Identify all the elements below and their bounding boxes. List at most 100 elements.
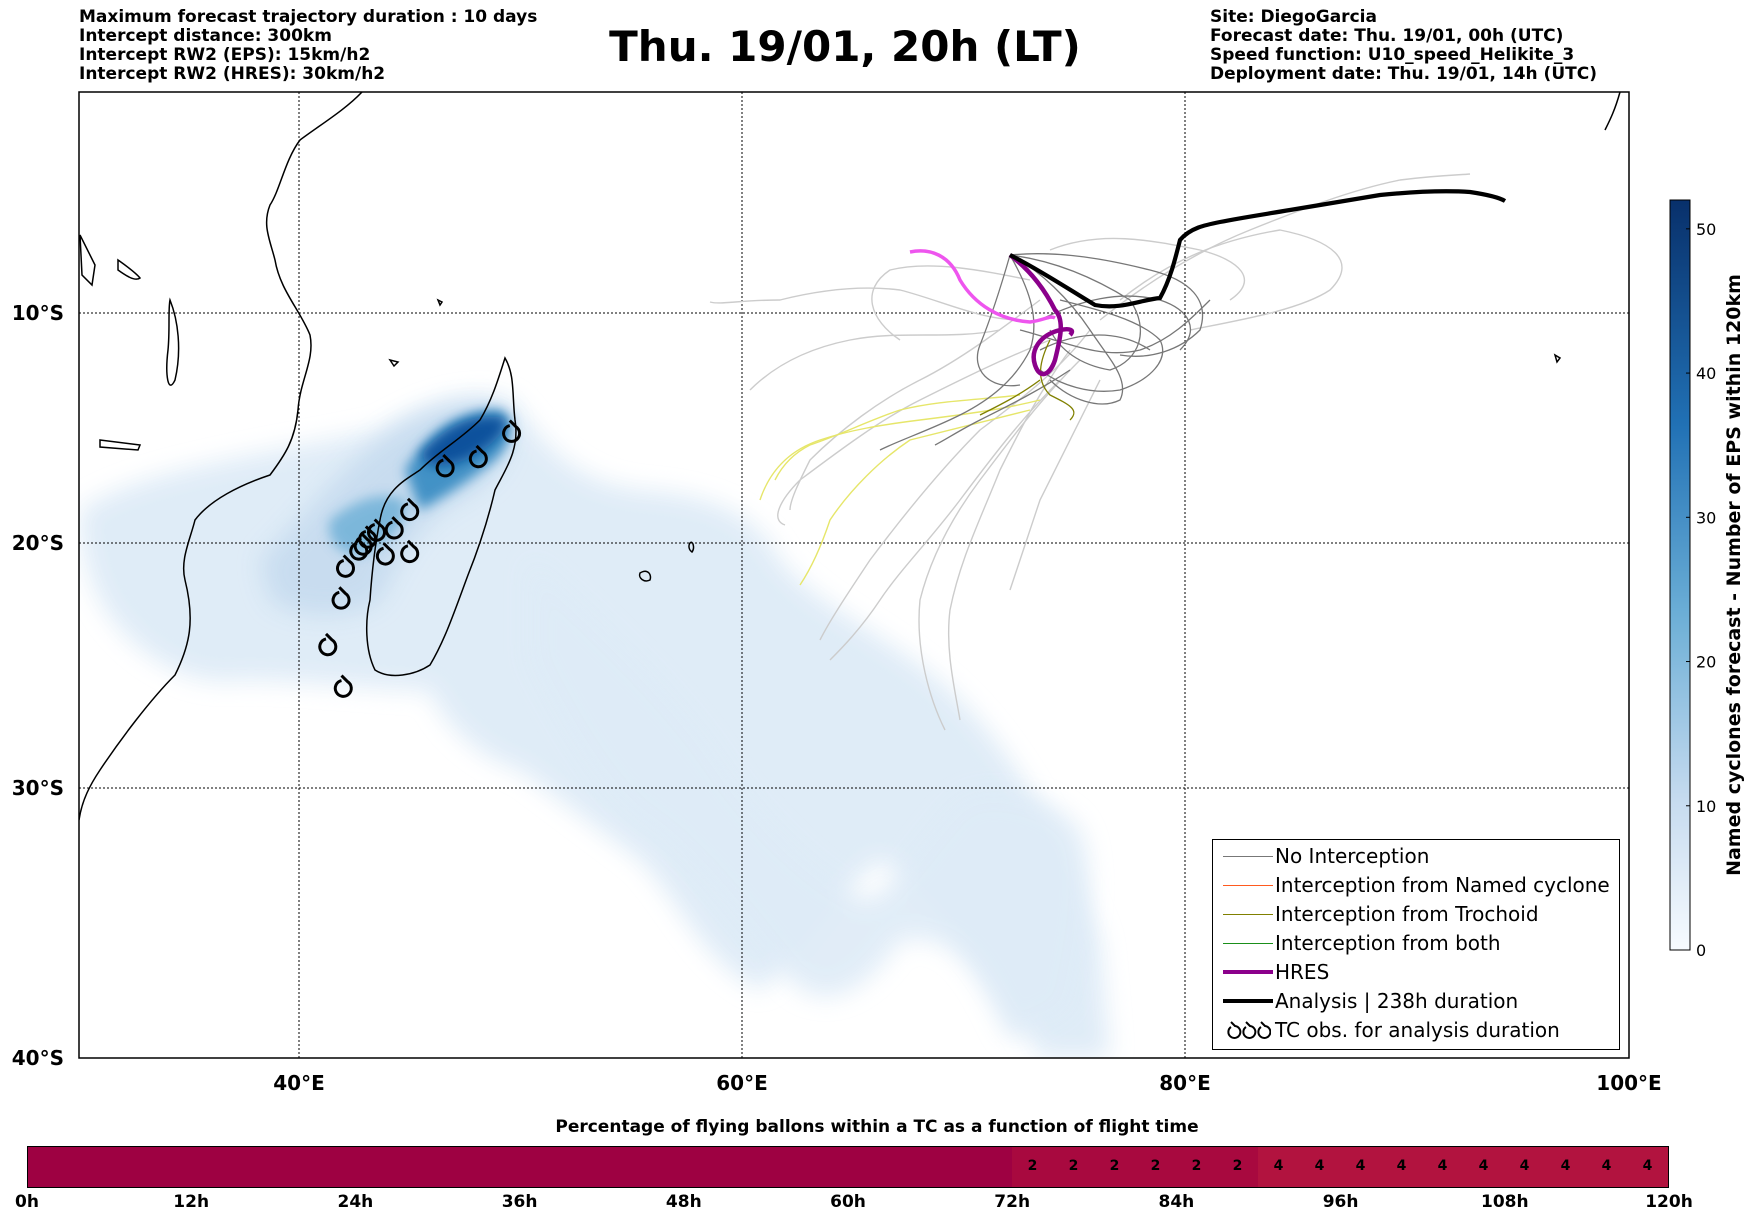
- tc-observation-symbol: [336, 554, 355, 578]
- africa-coast: [79, 92, 363, 821]
- flight-bar-percentage: 4: [1560, 1158, 1571, 1174]
- flight-bar-percentage: 2: [1232, 1158, 1243, 1174]
- flight-bar-percentage: 2: [1109, 1158, 1120, 1174]
- flight-hour-label: 36h: [501, 1192, 538, 1212]
- lon-labels: 40°E 60°E 80°E 100°E: [273, 1071, 1661, 1095]
- lat-label: 40°S: [12, 1046, 64, 1070]
- header-right-line: Deployment date: Thu. 19/01, 14h (UTC): [1210, 64, 1597, 84]
- trajectory: [1039, 299, 1164, 392]
- no-interception-trajectories: [879, 253, 1211, 451]
- lat-labels: 10°S 20°S 30°S 40°S: [12, 301, 64, 1070]
- legend-item-tc-obs: TC obs. for analysis duration: [1213, 1018, 1619, 1044]
- tc-observation-symbol: [384, 516, 404, 540]
- flight-bar-percentage: 4: [1642, 1158, 1653, 1174]
- flight-bar-percentage: 2: [1027, 1158, 1038, 1174]
- tc-observation-symbol: [502, 419, 521, 443]
- flight-bar-title: Percentage of flying ballons within a TC…: [555, 1117, 1199, 1137]
- trajectory: [1009, 253, 1204, 357]
- flight-hour-label: 48h: [665, 1192, 702, 1212]
- tc-observation-symbol: [400, 539, 420, 564]
- legend-swatch: [1223, 856, 1273, 857]
- flight-bar-percentage: 2: [1191, 1158, 1202, 1174]
- trajectory: [1009, 379, 1101, 591]
- trajectory: [1019, 299, 1211, 354]
- trajectory: [918, 359, 1081, 731]
- trajectory: [789, 299, 1041, 511]
- legend-item-trochoid: Interception from Trochoid: [1213, 902, 1619, 928]
- colorbar: 0 10 20 30 40 50 Named cyclones forecast - Nu…: [1669, 199, 1745, 960]
- colorbar-tick-label: 40: [1696, 364, 1716, 383]
- legend-swatch: [1223, 943, 1273, 944]
- trajectory: [777, 339, 1051, 526]
- trajectory: [829, 379, 1061, 661]
- flight-bar-segment: [1012, 1147, 1258, 1187]
- header-left: Maximum forecast trajectory duration : 1…: [79, 8, 537, 84]
- flight-bar-percentage: 4: [1273, 1158, 1284, 1174]
- header-left-line: Intercept RW2 (HRES): 30km/h2: [79, 64, 386, 84]
- analysis-trajectory: [1009, 189, 1507, 309]
- lon-label: 80°E: [1159, 1071, 1211, 1095]
- flight-hour-label: 84h: [1158, 1192, 1195, 1212]
- density-darkest: [420, 416, 506, 467]
- legend-label: Interception from Trochoid: [1275, 902, 1539, 926]
- coastlines: [79, 92, 1621, 821]
- legend-label: Interception from Named cyclone: [1275, 873, 1610, 897]
- colorbar-gradient: [1669, 199, 1691, 951]
- tc-observation-symbol: [435, 454, 455, 478]
- page-title: Thu. 19/01, 20h (LT): [609, 22, 1081, 71]
- legend-label: Analysis | 238h duration: [1275, 989, 1519, 1013]
- trajectory: [759, 399, 1041, 501]
- trajectory: [976, 254, 1021, 387]
- trajectory: [934, 369, 1071, 446]
- lon-label: 100°E: [1596, 1071, 1661, 1095]
- legend-label: TC obs. for analysis duration: [1275, 1018, 1560, 1042]
- coast-islet: [638, 570, 652, 582]
- density-mid-2: [329, 496, 406, 555]
- legend-label: No Interception: [1275, 844, 1430, 868]
- lon-label: 60°E: [716, 1071, 768, 1095]
- legend-label: Interception from both: [1275, 931, 1501, 955]
- flight-bar-segment: [1258, 1147, 1668, 1187]
- coast-islet: [79, 234, 96, 287]
- colorbar-tick-label: 0: [1696, 941, 1706, 960]
- flight-hour-label: 120h: [1645, 1192, 1693, 1212]
- trajectory: [1119, 229, 1343, 331]
- trajectory: [871, 265, 1031, 341]
- flight-bar-percentage: 2: [1150, 1158, 1161, 1174]
- flight-time-bar: 2 2 2 2 2 2 4 4 4 4 4 4 4 4 4 4: [27, 1146, 1669, 1188]
- coast-islet: [436, 298, 444, 307]
- trajectory: [1039, 339, 1075, 421]
- legend-item-no-interception: No Interception: [1213, 844, 1619, 870]
- tc-observation-symbol: [333, 674, 353, 698]
- tc-observation-symbol: [468, 444, 488, 469]
- flight-hour-label: 96h: [1322, 1192, 1359, 1212]
- trajectory: [1039, 334, 1151, 351]
- legend-swatch: [1223, 999, 1273, 1003]
- trajectory: [709, 287, 1021, 321]
- header-right-line: Forecast date: Thu. 19/01, 00h (UTC): [1210, 26, 1564, 46]
- flight-hour-label: 60h: [830, 1192, 866, 1212]
- trajectory: [1009, 254, 1124, 405]
- ensemble-trajectories-yellow: [759, 394, 1041, 586]
- flight-bar-percentage: 4: [1437, 1158, 1448, 1174]
- header-left-line: Intercept RW2 (EPS): 15km/h2: [79, 45, 371, 65]
- legend-item-both: Interception from both: [1213, 931, 1619, 957]
- header-right: Site: DiegoGarcia Forecast date: Thu. 19…: [1210, 8, 1597, 84]
- graticule: [79, 92, 1629, 1058]
- flight-hour-label: 12h: [173, 1192, 210, 1212]
- flight-bar-percentage: 4: [1396, 1158, 1407, 1174]
- flight-bar-percentage: 4: [1519, 1158, 1530, 1174]
- flight-hour-label: 24h: [337, 1192, 374, 1212]
- colorbar-tick-label: 30: [1696, 508, 1716, 527]
- trajectory: [799, 409, 1031, 586]
- colorbar-tick-label: 20: [1696, 653, 1716, 672]
- legend-label: HRES: [1275, 960, 1330, 984]
- header-left-line: Maximum forecast trajectory duration : 1…: [79, 7, 538, 27]
- tc-observation-symbol: [375, 542, 395, 566]
- flight-hour-label: 108h: [1481, 1192, 1529, 1212]
- colorbar-tick-label: 50: [1696, 220, 1716, 239]
- tc-observation-symbol: [400, 497, 420, 522]
- cyclone-symbols-icon: [1227, 1021, 1271, 1039]
- header-left-line: Intercept distance: 300km: [79, 26, 332, 46]
